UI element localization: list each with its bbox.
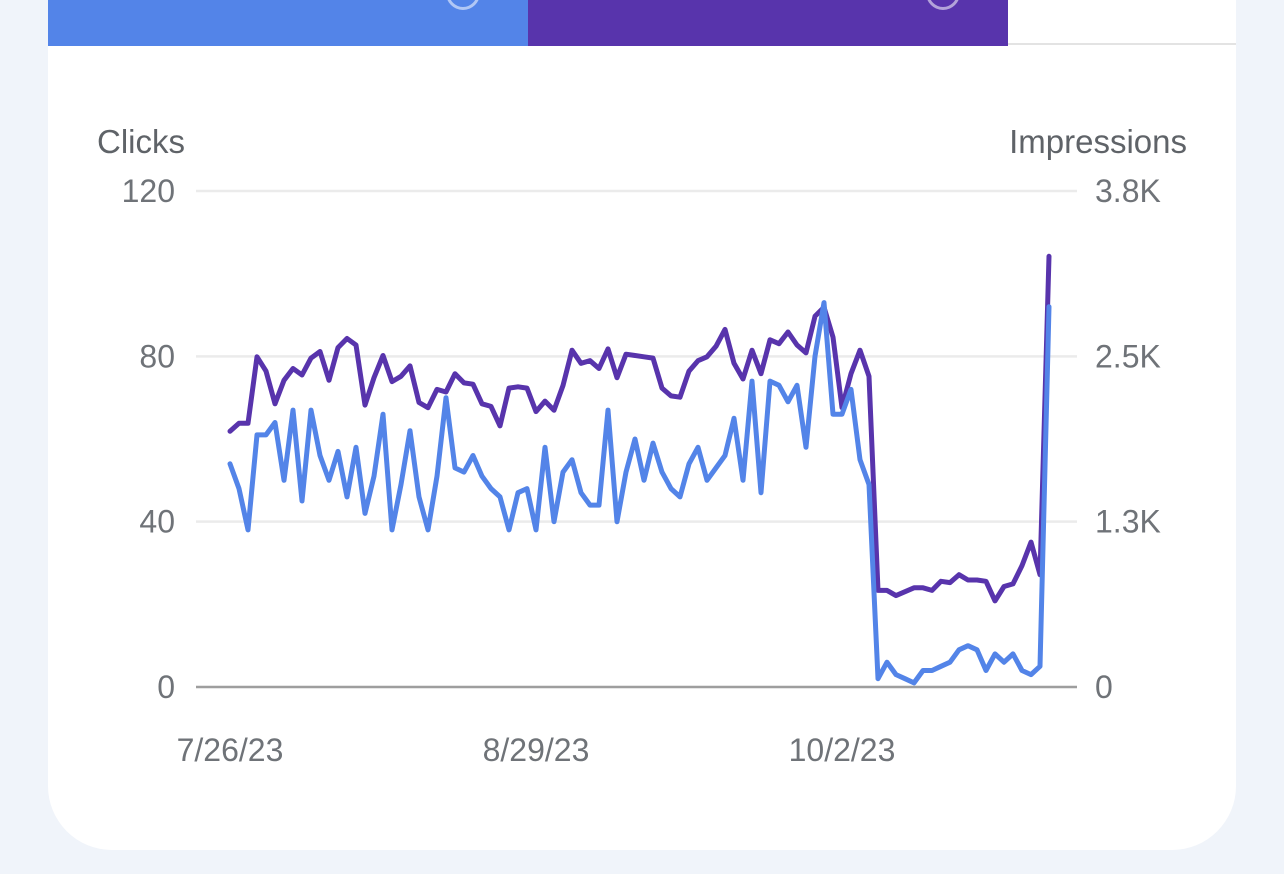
- y-left-tick-label: 80: [139, 338, 175, 374]
- performance-card: Clicks Impressions 0 40 80 120 0 1.3K 2.5K 3.8…: [48, 0, 1236, 850]
- y-right-tick-label: 3.8K: [1095, 173, 1161, 209]
- series-lines: [227, 253, 1052, 686]
- y-right-ticks: 0 1.3K 2.5K 3.8K: [1095, 173, 1161, 705]
- y-right-tick-label: 1.3K: [1095, 504, 1161, 540]
- y-right-axis-title: Impressions: [1009, 123, 1187, 160]
- y-left-tick-label: 40: [139, 504, 175, 540]
- tab-divider: [1008, 43, 1236, 45]
- clicks-line: [227, 300, 1052, 686]
- y-left-tick-label: 0: [157, 669, 175, 705]
- gridlines: [196, 189, 1077, 689]
- metric-tabs: [48, 0, 1236, 46]
- y-left-axis-title: Clicks: [97, 123, 185, 160]
- y-right-tick-label: 2.5K: [1095, 338, 1161, 374]
- impressions-line: [227, 253, 1052, 604]
- y-left-tick-label: 120: [122, 173, 175, 209]
- tab-total-impressions[interactable]: [528, 0, 1008, 46]
- x-tick-label: 7/26/23: [177, 732, 284, 768]
- tab-total-clicks[interactable]: [48, 0, 528, 46]
- x-tick-label: 8/29/23: [483, 732, 590, 768]
- performance-chart: Clicks Impressions 0 40 80 120 0 1.3K 2.5K 3.8…: [97, 123, 1187, 768]
- y-left-ticks: 0 40 80 120: [122, 173, 175, 705]
- x-tick-label: 10/2/23: [789, 732, 896, 768]
- x-axis-ticks: 7/26/23 8/29/23 10/2/23: [177, 732, 896, 768]
- y-right-tick-label: 0: [1095, 669, 1113, 705]
